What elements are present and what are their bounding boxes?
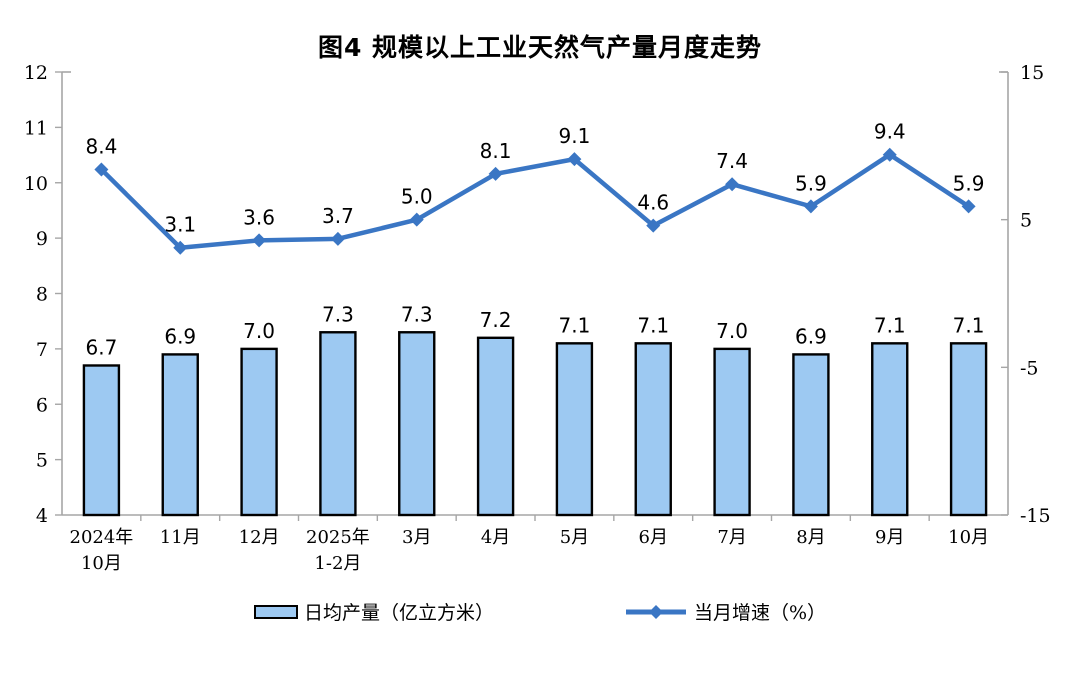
x-category-label: 3月 — [402, 527, 431, 548]
line-marker-icon — [625, 604, 686, 619]
line-marker — [488, 166, 503, 181]
left-axis-tick-label: 11 — [24, 117, 48, 139]
bar — [240, 347, 278, 517]
chart-legend: 日均产量（亿立方米） 当月增速（%） — [0, 598, 1080, 625]
line-marker — [567, 152, 582, 167]
legend-line-label: 当月增速（%） — [693, 602, 827, 624]
bar — [792, 353, 830, 517]
bar — [713, 347, 751, 517]
right-axis-tick-label: -5 — [1020, 357, 1039, 379]
x-category-label: 2025年 — [306, 527, 370, 548]
left-axis-tick-label: 7 — [36, 339, 48, 361]
bar-value-label: 7.0 — [716, 319, 748, 343]
right-axis-tick-label: 15 — [1020, 62, 1044, 84]
bar-value-label: 7.0 — [243, 319, 275, 343]
x-category-label: 1-2月 — [314, 553, 361, 574]
left-axis-tick-label: 12 — [24, 62, 48, 84]
bar — [949, 342, 988, 517]
bar — [634, 342, 672, 517]
right-axis-tick-label: -15 — [1020, 505, 1051, 527]
x-category-label: 11月 — [160, 527, 201, 548]
line-value-label: 7.4 — [716, 149, 748, 173]
line-marker — [725, 177, 740, 192]
line-value-label: 3.6 — [243, 205, 275, 229]
line-marker — [961, 199, 976, 214]
bar — [555, 342, 594, 517]
left-axis-tick-label: 4 — [36, 505, 48, 527]
legend-bar-label: 日均产量（亿立方米） — [303, 602, 494, 624]
line-value-label: 8.4 — [86, 134, 118, 158]
chart-title: 图4 规模以上工业天然气产量月度走势 — [317, 33, 763, 62]
bar-value-label: 6.9 — [164, 324, 196, 348]
left-axis-tick-label: 5 — [36, 450, 48, 472]
x-category-label: 4月 — [481, 527, 510, 548]
line-value-label: 5.9 — [795, 171, 827, 195]
line-value-label: 5.9 — [953, 171, 985, 195]
x-category-label: 10月 — [81, 553, 122, 574]
bar — [319, 331, 357, 517]
bar — [871, 342, 909, 517]
bar-swatch-icon — [253, 604, 298, 619]
bar-value-label: 6.7 — [86, 335, 118, 359]
line-value-label: 8.1 — [480, 139, 512, 163]
x-category-label: 10月 — [948, 527, 989, 548]
bar-value-label: 6.9 — [795, 324, 827, 348]
line-marker — [803, 199, 818, 214]
legend-item-line: 当月增速（%） — [624, 598, 826, 625]
line-value-label: 5.0 — [401, 185, 433, 209]
line-value-label: 3.7 — [322, 204, 354, 228]
line-marker — [646, 218, 661, 233]
left-axis-tick-label: 6 — [36, 394, 48, 416]
bar — [161, 353, 199, 517]
right-axis-tick-label: 5 — [1020, 210, 1032, 232]
x-category-label: 2024年 — [70, 527, 134, 548]
line-marker — [330, 231, 345, 246]
bar — [398, 331, 436, 517]
x-category-label: 12月 — [239, 527, 280, 548]
line-marker — [173, 240, 188, 255]
bar-value-label: 7.2 — [480, 308, 512, 332]
bar-value-label: 7.1 — [559, 313, 591, 337]
left-axis-tick-label: 10 — [24, 173, 48, 195]
left-axis-tick-label: 9 — [36, 228, 48, 250]
line-series — [99, 152, 971, 250]
line-value-label: 4.6 — [637, 191, 669, 215]
x-category-label: 9月 — [875, 527, 904, 548]
line-marker — [94, 162, 109, 177]
bar-value-label: 7.1 — [874, 313, 906, 337]
line-marker — [252, 233, 267, 248]
left-axis-tick-label: 8 — [36, 284, 48, 306]
line-marker — [409, 212, 424, 227]
bar — [476, 336, 515, 517]
legend-item-bar: 日均产量（亿立方米） — [253, 598, 494, 625]
bar — [82, 364, 121, 517]
line-value-label: 3.1 — [164, 213, 196, 237]
x-category-label: 7月 — [717, 527, 746, 548]
x-category-label: 8月 — [796, 527, 825, 548]
line-marker — [882, 147, 897, 162]
bar-value-label: 7.3 — [401, 302, 433, 326]
x-category-label: 6月 — [639, 527, 668, 548]
bar-value-label: 7.1 — [637, 313, 669, 337]
bar-value-label: 7.3 — [322, 302, 354, 326]
x-category-label: 5月 — [560, 527, 589, 548]
bar-value-label: 7.1 — [953, 313, 985, 337]
line-value-label: 9.1 — [559, 124, 591, 148]
line-value-label: 9.4 — [874, 120, 906, 144]
